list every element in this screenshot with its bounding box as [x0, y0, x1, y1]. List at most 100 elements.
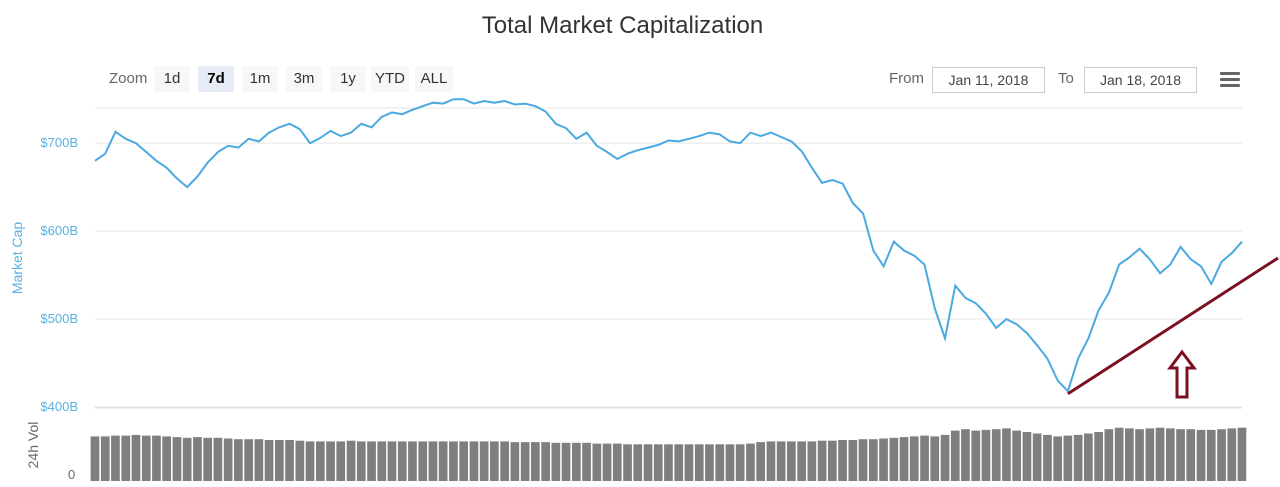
- volume-bar: [592, 443, 602, 481]
- volume-bar: [623, 444, 632, 481]
- volume-bar: [643, 444, 653, 481]
- volume-bar: [285, 440, 294, 481]
- zoom-label: Zoom: [109, 70, 148, 87]
- volume-bar: [909, 436, 919, 481]
- volume-bar: [1186, 429, 1196, 481]
- volume-bar: [254, 439, 264, 481]
- volume-bar: [121, 435, 131, 481]
- volume-bar: [725, 444, 735, 481]
- volume-bar: [797, 441, 806, 481]
- volume-bar: [111, 435, 120, 481]
- volume-bar: [879, 438, 888, 481]
- volume-bar: [141, 435, 151, 481]
- volume-bar: [848, 440, 858, 481]
- volume-bar: [971, 430, 981, 481]
- volume-bar: [408, 441, 417, 481]
- volume-bar: [817, 440, 827, 481]
- volume-bar: [735, 444, 745, 481]
- volume-bar: [1227, 428, 1237, 481]
- zoom-all-button[interactable]: ALL: [415, 66, 453, 92]
- volume-bar: [1084, 433, 1093, 481]
- volume-bar: [551, 442, 561, 481]
- volume-bar: [1125, 428, 1134, 481]
- volume-bar: [397, 441, 407, 481]
- volume-bar: [1053, 436, 1062, 481]
- y-axis-tick-labels: $400B $500B $600B $700B: [40, 135, 78, 414]
- volume-bar: [705, 444, 714, 481]
- zoom-7d-button[interactable]: 7d: [198, 66, 234, 92]
- volume-bar: [275, 440, 284, 481]
- volume-bar: [572, 442, 581, 481]
- volume-bar: [1196, 429, 1206, 481]
- volume-bar: [582, 442, 591, 481]
- zoom-3m-button[interactable]: 3m: [286, 66, 322, 92]
- volume-bar: [1012, 430, 1021, 481]
- volume-bar: [316, 441, 325, 481]
- volume-bar: [152, 435, 161, 481]
- volume-bar: [602, 443, 612, 481]
- volume-bar: [889, 437, 899, 481]
- volume-bar: [1022, 432, 1032, 481]
- volume-bar: [746, 443, 755, 481]
- range-from-input[interactable]: Jan 11, 2018: [932, 67, 1045, 93]
- volume-bar: [234, 439, 243, 481]
- chart-title: Total Market Capitalization: [481, 12, 764, 39]
- volume-bar: [869, 439, 878, 481]
- volume-bar: [838, 440, 847, 481]
- volume-bar: [787, 441, 796, 481]
- volume-bar: [326, 441, 335, 481]
- volume-bar: [1135, 429, 1144, 481]
- range-from-label: From: [889, 70, 924, 87]
- zoom-ytd-button[interactable]: YTD: [371, 66, 409, 92]
- zoom-1m-button[interactable]: 1m: [242, 66, 278, 92]
- volume-bar: [991, 429, 1001, 481]
- volume-bar: [653, 444, 663, 481]
- volume-bar: [776, 441, 786, 481]
- zoom-1y-button[interactable]: 1y: [330, 66, 366, 92]
- volume-bar: [490, 441, 499, 481]
- volume-bar: [674, 444, 684, 481]
- volume-bar: [203, 437, 212, 481]
- volume-bar: [1176, 429, 1185, 481]
- market-cap-line: [94, 98, 1243, 394]
- volume-bar: [1043, 434, 1052, 481]
- volume-bar: [858, 439, 868, 481]
- volume-bar: [162, 436, 171, 481]
- volume-bar: [1155, 427, 1165, 481]
- volume-bar: [1114, 427, 1124, 481]
- volume-bar: [438, 441, 448, 481]
- volume-bar: [756, 442, 765, 481]
- volume-bar: [940, 434, 950, 481]
- volume-bar: [428, 441, 438, 481]
- range-to-input[interactable]: Jan 18, 2018: [1084, 67, 1197, 93]
- volume-zero-tick-label: 0: [68, 467, 75, 482]
- volume-bar: [418, 441, 428, 481]
- volume-bar: [520, 442, 530, 481]
- volume-bar: [961, 429, 970, 481]
- volume-bar: [100, 436, 110, 481]
- volume-bar: [264, 440, 274, 481]
- volume-bar: [1063, 435, 1073, 481]
- volume-bar: [295, 440, 305, 481]
- volume-bar: [1206, 429, 1216, 481]
- volume-bar: [244, 439, 253, 481]
- hamburger-menu-icon[interactable]: [1220, 72, 1240, 88]
- volume-bar: [305, 441, 315, 481]
- volume-bar: [807, 441, 817, 481]
- y-tick-label: $600B: [40, 223, 78, 238]
- zoom-1d-button[interactable]: 1d: [154, 66, 190, 92]
- volume-bar: [633, 444, 643, 481]
- up-arrow-annotation: [1167, 349, 1197, 399]
- volume-bar: [172, 437, 182, 481]
- volume-bar: [715, 444, 725, 481]
- volume-bar: [612, 443, 622, 481]
- volume-bar: [1237, 427, 1247, 481]
- volume-bar: [131, 434, 141, 481]
- volume-bar: [90, 436, 100, 481]
- volume-bar: [1166, 428, 1175, 481]
- volume-bars: [90, 407, 1247, 481]
- volume-bar: [561, 442, 571, 481]
- annotations: [1067, 256, 1279, 399]
- volume-bar: [1094, 432, 1103, 481]
